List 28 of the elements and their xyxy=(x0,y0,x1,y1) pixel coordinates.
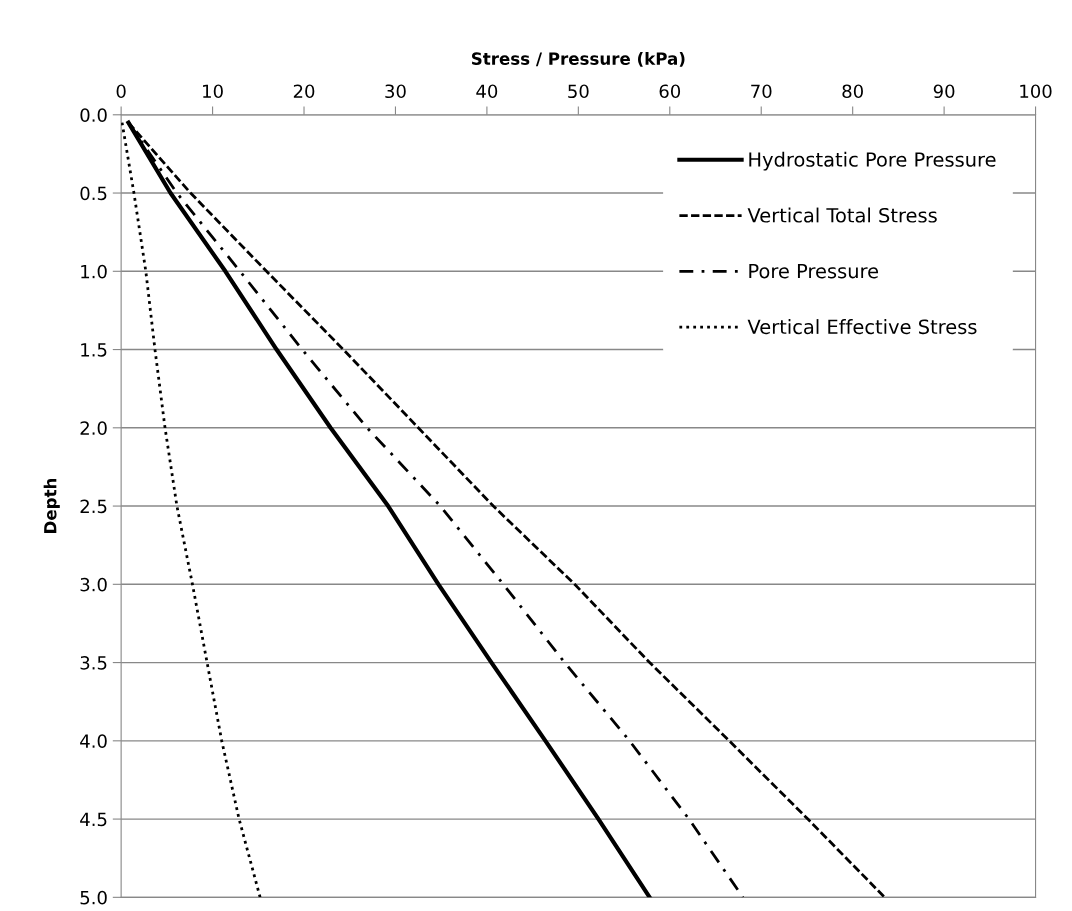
y-tick-label: 0.5 xyxy=(80,186,107,201)
x-tick-label: 100 xyxy=(1020,84,1052,99)
x-tick-label: 80 xyxy=(842,84,863,99)
legend-label: Vertical Effective Stress xyxy=(747,319,977,335)
y-tick-label: 1.0 xyxy=(81,264,107,279)
x-tick-label: 10 xyxy=(203,84,223,99)
x-axis-title: Stress / Pressure (kPa) xyxy=(471,52,685,67)
x-tick-label: 30 xyxy=(385,84,406,99)
y-tick-label: 3.5 xyxy=(80,656,107,670)
x-tick-label: 20 xyxy=(293,84,315,99)
y-tick-label: 0.0 xyxy=(80,108,107,122)
x-tick-label: 40 xyxy=(476,84,498,99)
x-tick-label: 50 xyxy=(568,84,589,99)
y-tick-label: 1.5 xyxy=(81,343,107,357)
y-tick-label: 4.0 xyxy=(80,734,107,748)
y-axis-title: Depth xyxy=(43,478,60,533)
x-tick-label: 0 xyxy=(116,84,126,99)
y-tick-label: 2.0 xyxy=(80,421,107,435)
x-tick-label: 70 xyxy=(751,84,772,99)
legend-label: Hydrostatic Pore Pressure xyxy=(749,151,996,171)
legend-label: Pore Pressure xyxy=(749,263,879,279)
y-tick-label: 5.0 xyxy=(80,890,107,905)
legend-label: Vertical Total Stress xyxy=(747,207,937,223)
y-tick-label: 2.5 xyxy=(80,499,107,514)
x-tick-label: 90 xyxy=(933,84,955,99)
x-tick-label: 60 xyxy=(659,84,681,99)
y-tick-label: 3.0 xyxy=(80,577,107,592)
y-tick-label: 4.5 xyxy=(80,812,107,827)
